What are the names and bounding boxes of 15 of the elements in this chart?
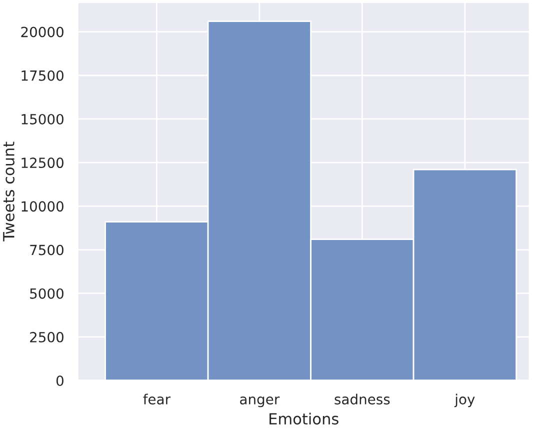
y-tick-label: 2500 bbox=[30, 332, 64, 342]
y-tick-label: 7500 bbox=[30, 244, 64, 256]
x-tick-label: joy bbox=[454, 394, 475, 408]
y-tick-label: 10000 bbox=[22, 201, 64, 212]
y-tick-label: 0 bbox=[56, 376, 64, 386]
y-tick-label: 17500 bbox=[22, 70, 64, 81]
y-tick-label: 20000 bbox=[21, 26, 64, 38]
x-tick-label: fear bbox=[143, 394, 171, 404]
y-tick-label: 15000 bbox=[22, 114, 64, 124]
x-tick-label: anger bbox=[240, 396, 280, 408]
y-axis-title: Tweets count bbox=[3, 142, 14, 242]
x-tick-label: sadness bbox=[334, 394, 390, 404]
x-axis-title: Emotions bbox=[270, 412, 338, 425]
y-tick-label: 12500 bbox=[22, 158, 64, 168]
y-tick-label: 5000 bbox=[30, 288, 64, 299]
